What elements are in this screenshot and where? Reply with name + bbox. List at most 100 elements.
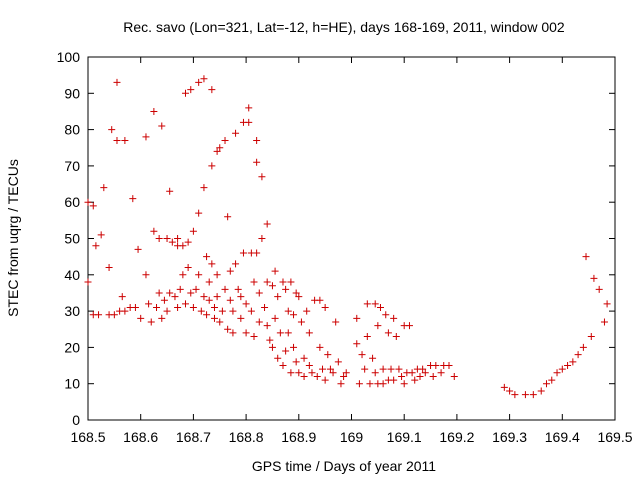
data-point [419, 365, 427, 373]
data-point [542, 380, 550, 388]
data-point [595, 285, 603, 293]
data-point [342, 369, 350, 377]
data-point [369, 354, 377, 362]
data-point [134, 245, 142, 253]
x-tick-labels: 168.5 168.6 168.7 168.8 168.9 169 169.1 169.2 16… [70, 429, 632, 445]
data-point [142, 133, 150, 141]
data-point [160, 296, 168, 304]
y-tick-label: 20 [64, 339, 80, 355]
data-point [398, 372, 406, 380]
data-point [395, 365, 403, 373]
data-point [121, 136, 129, 144]
data-point [263, 322, 271, 330]
data-point [521, 391, 529, 399]
data-point [558, 365, 566, 373]
data-point [371, 300, 379, 308]
data-point [200, 184, 208, 192]
data-point [366, 380, 374, 388]
data-point [213, 147, 221, 155]
data-point [579, 343, 587, 351]
data-point [340, 372, 348, 380]
data-point [284, 329, 292, 337]
data-point [445, 362, 453, 370]
data-point [213, 271, 221, 279]
data-point [316, 343, 324, 351]
plot-frame [87, 56, 616, 421]
data-point [158, 122, 166, 130]
data-point [247, 307, 255, 315]
data-point [229, 307, 237, 315]
data-point [384, 329, 392, 337]
data-point [390, 314, 398, 322]
data-point [234, 285, 242, 293]
data-point [113, 136, 121, 144]
data-point [210, 314, 218, 322]
data-point [192, 285, 200, 293]
data-point [363, 300, 371, 308]
x-tick-label: 168.6 [123, 429, 158, 445]
data-point [569, 358, 577, 366]
data-point [292, 289, 300, 297]
y-tick-label: 70 [64, 158, 80, 174]
data-point [92, 242, 100, 250]
data-point [253, 136, 261, 144]
data-point [189, 227, 197, 235]
data-point [184, 264, 192, 272]
data-point [319, 365, 327, 373]
data-point [155, 289, 163, 297]
x-tick-label: 169.5 [597, 429, 632, 445]
data-point [582, 253, 590, 261]
data-point [600, 318, 608, 326]
data-point [326, 365, 334, 373]
data-point [324, 351, 332, 359]
data-point [587, 333, 595, 341]
data-point [405, 322, 413, 330]
data-point [284, 307, 292, 315]
data-point [387, 365, 395, 373]
data-point [195, 78, 203, 86]
data-point [205, 278, 213, 286]
data-point [297, 318, 305, 326]
x-tick-label: 168.8 [229, 429, 264, 445]
data-point [108, 126, 116, 134]
data-point [603, 300, 611, 308]
x-tick-label: 169 [340, 429, 364, 445]
data-point [361, 365, 369, 373]
data-point [224, 325, 232, 333]
data-point [226, 296, 234, 304]
data-point [181, 89, 189, 97]
data-point [305, 329, 313, 337]
data-point [232, 260, 240, 268]
data-point [553, 369, 561, 377]
data-point [564, 362, 572, 370]
data-point [250, 278, 258, 286]
data-point [174, 303, 182, 311]
data-point [355, 380, 363, 388]
data-point [189, 303, 197, 311]
data-point [590, 274, 598, 282]
data-point [290, 311, 298, 319]
data-point [166, 187, 174, 195]
y-tick-labels: 0 10 20 30 40 50 60 70 80 90 100 [57, 49, 81, 428]
data-point [208, 86, 216, 94]
data-point [89, 202, 97, 210]
data-point [155, 235, 163, 242]
data-point [195, 271, 203, 279]
data-point [305, 362, 313, 370]
data-point [416, 372, 424, 380]
data-point [147, 318, 155, 326]
data-point [100, 184, 108, 192]
data-point [376, 303, 384, 311]
data-point [450, 372, 458, 380]
data-point [290, 343, 298, 351]
y-tick-label: 10 [64, 376, 80, 392]
x-tick-label: 169.4 [545, 429, 580, 445]
data-point [208, 162, 216, 170]
data-point [255, 318, 263, 326]
data-point [408, 369, 416, 377]
data-point [163, 235, 171, 242]
data-point [295, 369, 303, 377]
data-point [379, 365, 387, 373]
data-point [218, 307, 226, 315]
data-point [179, 242, 187, 250]
